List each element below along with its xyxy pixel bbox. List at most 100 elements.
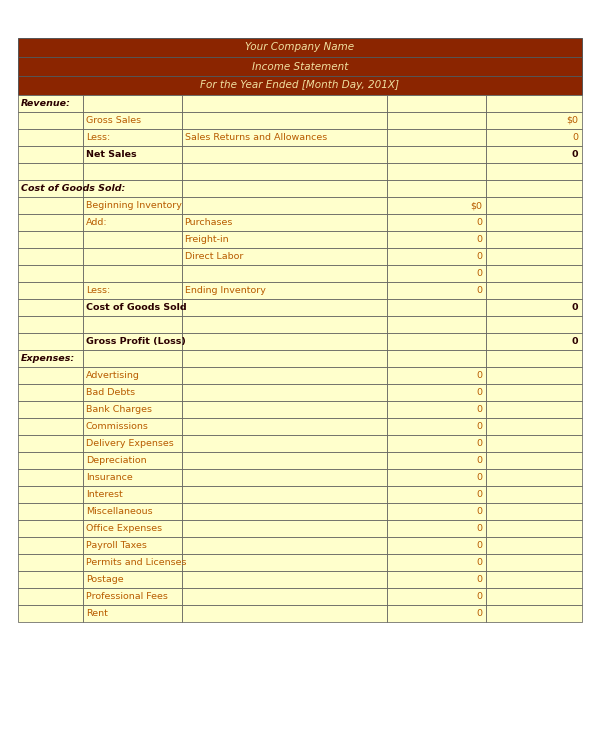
- Text: Less:: Less:: [86, 286, 110, 295]
- Text: 0: 0: [476, 235, 482, 244]
- Text: Purchases: Purchases: [185, 218, 233, 227]
- Bar: [388, 588, 486, 605]
- Text: Your Company Name: Your Company Name: [245, 42, 355, 53]
- Text: Commissions: Commissions: [86, 422, 149, 431]
- Bar: [486, 469, 582, 486]
- Bar: [18, 605, 83, 622]
- Bar: [182, 401, 388, 418]
- Bar: [388, 469, 486, 486]
- Text: Permits and Licenses: Permits and Licenses: [86, 558, 187, 567]
- Bar: [388, 265, 486, 282]
- Bar: [83, 452, 182, 469]
- Bar: [388, 571, 486, 588]
- Text: Gross Sales: Gross Sales: [86, 116, 141, 125]
- Bar: [18, 571, 83, 588]
- Bar: [182, 214, 388, 231]
- Bar: [388, 384, 486, 401]
- Bar: [388, 520, 486, 537]
- Bar: [388, 197, 486, 214]
- Bar: [83, 129, 182, 146]
- Bar: [388, 418, 486, 435]
- Bar: [18, 588, 83, 605]
- Bar: [182, 197, 388, 214]
- Bar: [18, 367, 83, 384]
- Bar: [83, 163, 182, 180]
- Bar: [18, 503, 83, 520]
- Bar: [182, 503, 388, 520]
- Bar: [388, 554, 486, 571]
- Bar: [18, 418, 83, 435]
- Bar: [18, 384, 83, 401]
- Bar: [182, 520, 388, 537]
- Bar: [18, 163, 83, 180]
- Bar: [388, 503, 486, 520]
- Bar: [486, 214, 582, 231]
- Bar: [486, 180, 582, 197]
- Bar: [182, 316, 388, 333]
- Bar: [182, 486, 388, 503]
- Bar: [486, 571, 582, 588]
- Bar: [83, 333, 182, 350]
- Bar: [18, 486, 83, 503]
- Bar: [486, 367, 582, 384]
- Bar: [83, 146, 182, 163]
- Text: $0: $0: [566, 116, 578, 125]
- Bar: [388, 435, 486, 452]
- Text: Bad Debts: Bad Debts: [86, 388, 135, 397]
- Text: Office Expenses: Office Expenses: [86, 524, 162, 533]
- Bar: [83, 588, 182, 605]
- Bar: [182, 163, 388, 180]
- Bar: [182, 112, 388, 129]
- Text: Cost of Goods Sold:: Cost of Goods Sold:: [21, 184, 125, 193]
- Text: 0: 0: [476, 507, 482, 516]
- Bar: [182, 350, 388, 367]
- Bar: [83, 367, 182, 384]
- Bar: [83, 214, 182, 231]
- Bar: [182, 605, 388, 622]
- Bar: [18, 146, 83, 163]
- Bar: [388, 248, 486, 265]
- Bar: [388, 486, 486, 503]
- Bar: [83, 180, 182, 197]
- Text: 0: 0: [476, 388, 482, 397]
- Bar: [18, 452, 83, 469]
- Bar: [388, 316, 486, 333]
- Bar: [388, 146, 486, 163]
- Bar: [486, 401, 582, 418]
- Text: Freight-in: Freight-in: [185, 235, 229, 244]
- Bar: [83, 384, 182, 401]
- Bar: [182, 384, 388, 401]
- Text: 0: 0: [476, 252, 482, 261]
- Bar: [83, 265, 182, 282]
- Bar: [182, 435, 388, 452]
- Bar: [83, 486, 182, 503]
- Bar: [486, 129, 582, 146]
- Bar: [182, 418, 388, 435]
- Text: 0: 0: [571, 303, 578, 312]
- Text: 0: 0: [571, 337, 578, 346]
- Bar: [388, 333, 486, 350]
- Text: Beginning Inventory: Beginning Inventory: [86, 201, 182, 210]
- Bar: [486, 503, 582, 520]
- Bar: [83, 282, 182, 299]
- Bar: [388, 231, 486, 248]
- Bar: [83, 197, 182, 214]
- Bar: [182, 469, 388, 486]
- Bar: [182, 129, 388, 146]
- Bar: [182, 333, 388, 350]
- Bar: [486, 112, 582, 129]
- Bar: [83, 112, 182, 129]
- Bar: [18, 282, 83, 299]
- Text: Postage: Postage: [86, 575, 124, 584]
- Text: 0: 0: [476, 592, 482, 601]
- Bar: [83, 299, 182, 316]
- Bar: [83, 350, 182, 367]
- Text: 0: 0: [476, 473, 482, 482]
- Bar: [18, 231, 83, 248]
- Bar: [182, 180, 388, 197]
- Text: 0: 0: [476, 541, 482, 550]
- Text: Rent: Rent: [86, 609, 108, 618]
- Bar: [388, 350, 486, 367]
- Text: Net Sales: Net Sales: [86, 150, 136, 159]
- Bar: [83, 231, 182, 248]
